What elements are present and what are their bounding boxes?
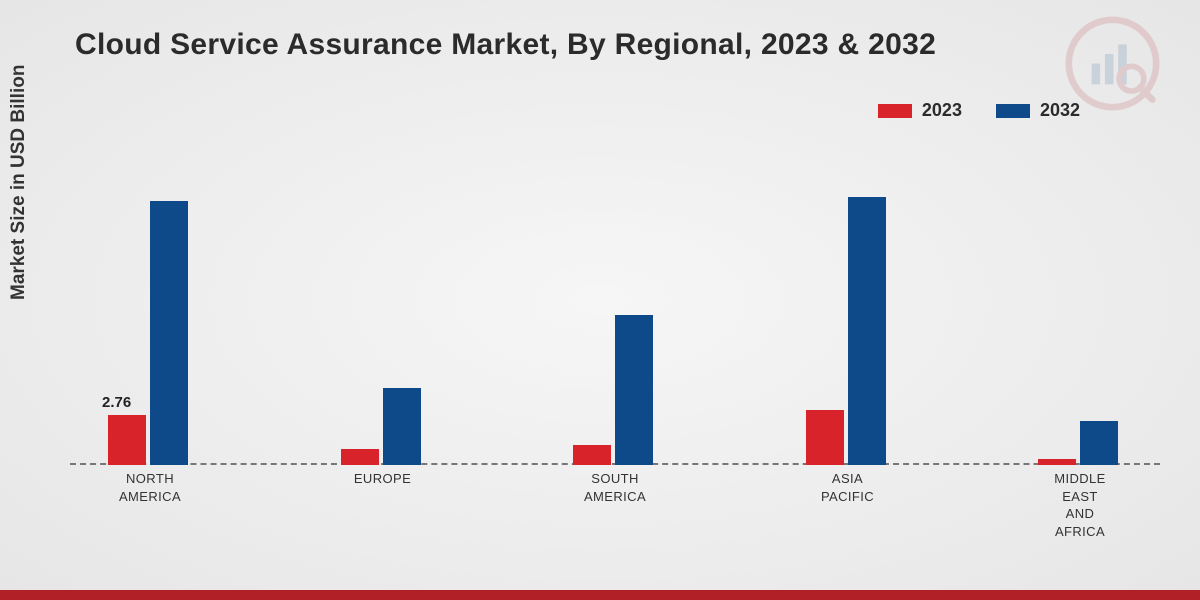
bar-2023 [341, 449, 379, 465]
bar-2032 [150, 201, 188, 465]
bar-group [1020, 155, 1140, 465]
x-tick-label: NORTHAMERICA [80, 470, 220, 505]
bar-2023 [806, 410, 844, 465]
x-tick-label: SOUTHAMERICA [545, 470, 685, 505]
x-tick-label: MIDDLEEASTANDAFRICA [1010, 470, 1150, 540]
legend-item-2023: 2023 [878, 100, 962, 121]
plot-area: 2.76 [70, 155, 1160, 465]
bar-2032 [1080, 421, 1118, 465]
footer-accent-bar [0, 590, 1200, 600]
legend-item-2032: 2032 [996, 100, 1080, 121]
legend-swatch-2023 [878, 104, 912, 118]
chart-page: Cloud Service Assurance Market, By Regio… [0, 0, 1200, 600]
bar-group: 2.76 [90, 155, 210, 465]
x-tick-label: ASIAPACIFIC [778, 470, 918, 505]
bar-2023 [1038, 459, 1076, 465]
bar-2032 [615, 315, 653, 465]
x-axis-labels: NORTHAMERICA EUROPE SOUTHAMERICA ASIAPACIFI… [70, 470, 1160, 560]
bar-group [323, 155, 443, 465]
bar-value-label: 2.76 [102, 394, 131, 411]
legend: 2023 2032 [878, 100, 1080, 121]
x-tick-label: EUROPE [313, 470, 453, 488]
legend-label-2023: 2023 [922, 100, 962, 121]
bar-2032 [383, 388, 421, 465]
bar-2023 [573, 445, 611, 465]
chart-title: Cloud Service Assurance Market, By Regio… [75, 28, 936, 62]
watermark-logo-icon [1065, 16, 1160, 111]
bar-group [788, 155, 908, 465]
legend-label-2032: 2032 [1040, 100, 1080, 121]
bar-2032 [848, 197, 886, 465]
bar-group [555, 155, 675, 465]
bar-2023 [108, 415, 146, 465]
legend-swatch-2032 [996, 104, 1030, 118]
y-axis-label: Market Size in USD Billion [8, 65, 30, 300]
